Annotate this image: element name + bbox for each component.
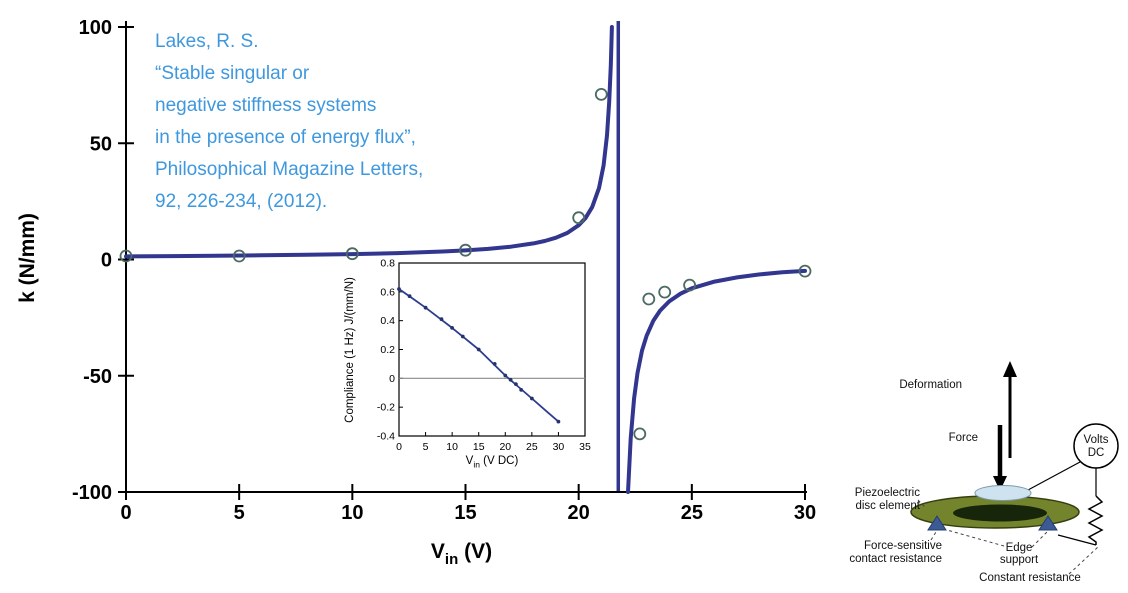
y-tick-label: 100 xyxy=(79,17,112,39)
inset-y-axis-title: Compliance (1 Hz) J/(mm/N) xyxy=(344,277,356,423)
x-tick-label: 20 xyxy=(568,502,590,524)
inset-data-point xyxy=(530,396,534,401)
citation-block: Lakes, R. S. “Stable singular or negativ… xyxy=(155,26,423,218)
leader-lines xyxy=(917,499,1099,575)
inset-y-tick-label: 0.8 xyxy=(380,258,395,270)
wire-resistor-bottom xyxy=(1057,534,1097,546)
inset-x-tick-label: 30 xyxy=(553,441,565,453)
volts-dc-label-line2: DC xyxy=(1088,447,1105,459)
data-point xyxy=(683,278,696,292)
y-tick-label: 50 xyxy=(90,133,112,155)
edge-support-left xyxy=(927,515,947,531)
x-tick-label: 0 xyxy=(120,502,131,524)
leader-edge-right xyxy=(1031,531,1048,548)
x-tick-label: 5 xyxy=(234,502,245,524)
resistor-zigzag xyxy=(1087,495,1104,545)
force-arrow xyxy=(993,425,1007,491)
volts-dc-source: Volts DC xyxy=(1027,423,1119,496)
y-tick-label: -50 xyxy=(83,366,112,388)
deformation-label: Deformation xyxy=(899,379,962,391)
citation-line: negative stiffness systems xyxy=(155,95,377,116)
piezo-label-line2: disc element xyxy=(855,500,920,512)
inset-y-tick-label: 0.2 xyxy=(380,344,395,356)
inset-data-point xyxy=(476,347,481,352)
inset-data-point xyxy=(397,287,401,291)
inset-data-point xyxy=(407,294,412,299)
citation-line: Philosophical Magazine Letters, xyxy=(155,159,424,180)
inset-x-axis-title: Vin (V DC) xyxy=(466,455,519,470)
y-tick-label: -100 xyxy=(72,482,112,504)
inset-x-tick-label: 10 xyxy=(446,441,458,453)
inset-data-point xyxy=(514,382,518,386)
data-point xyxy=(658,285,672,299)
y-tick-label: 0 xyxy=(101,250,112,272)
data-point xyxy=(633,427,647,441)
x-tick-label: 30 xyxy=(794,502,816,524)
leader-piezo xyxy=(917,499,927,509)
data-point xyxy=(798,264,812,278)
inset-x-tick-label: 0 xyxy=(396,441,402,453)
inset-data-point xyxy=(519,388,524,392)
edge-label-line1: Edge xyxy=(1006,542,1033,554)
inset-y-tick-label: 0 xyxy=(389,373,395,385)
data-point xyxy=(642,292,656,306)
constant-label: Constant resistance xyxy=(979,572,1081,584)
force-label: Force xyxy=(949,432,978,444)
data-point xyxy=(345,247,359,261)
inset-data-point xyxy=(439,317,444,322)
x-tick-label: 25 xyxy=(681,502,703,524)
inset-x-tick-label: 5 xyxy=(423,441,429,453)
leader-contact xyxy=(930,531,937,541)
data-point xyxy=(119,249,133,263)
inset-data-point xyxy=(423,305,428,310)
leader-edge-left xyxy=(946,529,1005,547)
contact-label-line1: Force-sensitive xyxy=(864,540,942,552)
x-axis-title: Vin (V) xyxy=(431,540,492,568)
wire-to-electrode xyxy=(1027,461,1081,491)
inset-y-tick-label: 0.4 xyxy=(380,315,395,327)
inset-data-point xyxy=(503,373,508,378)
leader-constant xyxy=(1068,546,1099,575)
apparatus-diagram: Deformation Force Volts DC xyxy=(849,361,1119,584)
citation-line: 92, 226-234, (2012). xyxy=(155,191,328,212)
citation-line: “Stable singular or xyxy=(155,63,310,84)
x-tick-label: 10 xyxy=(341,502,363,524)
piezo-label-line1: Piezoelectric xyxy=(855,487,920,499)
data-point xyxy=(594,88,608,101)
inset-x-tick-label: 15 xyxy=(473,441,485,453)
stiffness-curve xyxy=(124,25,614,259)
x-tick-label: 15 xyxy=(454,502,476,524)
volts-dc-circle xyxy=(1073,423,1119,469)
stiffness-curve xyxy=(626,268,807,494)
citation-line: Lakes, R. S. xyxy=(155,31,259,52)
inset-y-tick-label: -0.4 xyxy=(377,431,395,443)
deformation-arrow xyxy=(1003,361,1017,458)
inset-compliance-chart: 0.80.60.40.20-0.2-0.40 5 10 15 20 25 30 35Compl… xyxy=(344,258,591,470)
edge-label-line2: support xyxy=(1000,554,1039,566)
top-electrode xyxy=(974,485,1032,501)
contact-label-line2: contact resistance xyxy=(849,553,942,565)
data-point xyxy=(232,249,246,263)
inset-x-tick-label: 35 xyxy=(579,441,591,453)
inset-data-point xyxy=(460,334,465,339)
volts-dc-label-line1: Volts xyxy=(1084,434,1109,446)
inset-x-tick-label: 20 xyxy=(499,441,511,453)
inset-data-point xyxy=(450,326,454,330)
inset-y-tick-label: -0.2 xyxy=(377,402,395,414)
inset-y-tick-label: 0.6 xyxy=(380,286,395,298)
piezo-disc-center xyxy=(953,504,1047,522)
inset-data-point xyxy=(556,419,561,424)
inset-data-point xyxy=(508,377,513,382)
inset-x-tick-label: 25 xyxy=(526,441,538,453)
inset-data-point xyxy=(492,362,497,366)
inset-frame xyxy=(398,262,586,437)
citation-line: in the presence of energy flux”, xyxy=(155,127,416,148)
y-axis-title: k (N/mm) xyxy=(16,213,39,303)
data-point xyxy=(459,243,472,257)
data-point xyxy=(572,211,586,225)
edge-support-right xyxy=(1038,515,1058,531)
